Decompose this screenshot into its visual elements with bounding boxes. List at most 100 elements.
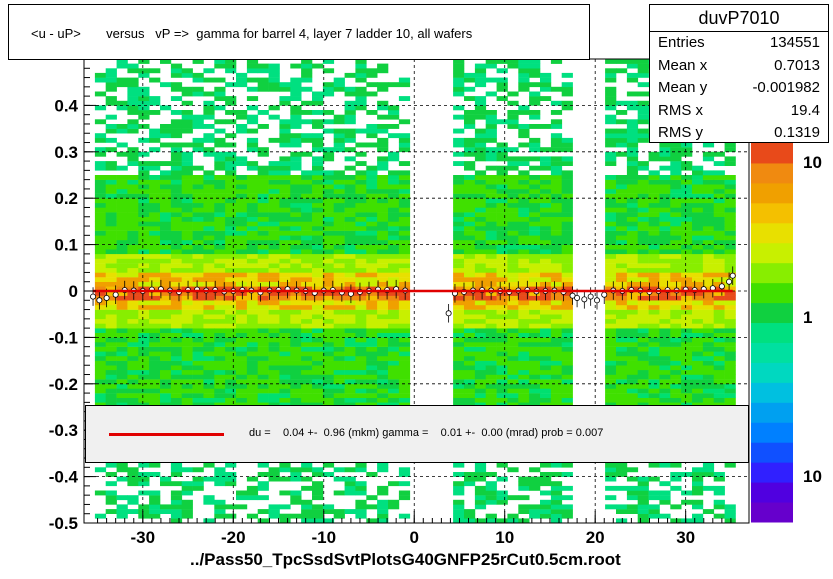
heat-cell — [496, 253, 508, 259]
heat-cell — [540, 202, 552, 208]
heat-cell — [181, 360, 193, 366]
heat-cell — [94, 184, 107, 190]
heat-cell — [550, 277, 563, 282]
heat-cell — [236, 128, 248, 134]
heat-cell — [540, 304, 552, 310]
heat-cell — [692, 332, 704, 338]
heat-cell — [388, 230, 400, 236]
heat-cell — [377, 221, 389, 227]
stats-row-mean-y: Mean y -0.001982 — [650, 77, 828, 100]
heat-cell — [203, 110, 215, 115]
heat-cell — [170, 170, 183, 176]
heat-cell — [485, 156, 497, 162]
heat-cell — [518, 509, 530, 514]
heat-cell — [464, 277, 476, 282]
heat-cell — [203, 258, 215, 264]
heat-cell — [257, 198, 269, 204]
heat-cell — [257, 68, 269, 74]
heat-cell — [550, 304, 563, 310]
heat-cell — [377, 504, 389, 510]
heat-cell — [692, 499, 704, 505]
stats-histogram-name: duvP7010 — [650, 5, 828, 32]
heat-cell — [605, 119, 617, 125]
heat-cell — [214, 77, 226, 83]
heat-cell — [474, 360, 487, 366]
heat-cell — [377, 485, 389, 491]
heat-cell — [203, 77, 215, 83]
heat-cell — [702, 193, 715, 199]
heat-cell — [333, 188, 345, 194]
heat-cell — [322, 304, 335, 310]
heat-cell — [377, 161, 389, 166]
heat-cell — [605, 318, 617, 324]
heat-cell — [268, 253, 280, 259]
heat-cell — [637, 481, 649, 487]
heat-cell — [648, 383, 660, 389]
heat-cell — [518, 263, 530, 269]
heat-cell — [681, 202, 693, 208]
heat-cell — [398, 481, 411, 487]
heat-cell — [659, 212, 671, 217]
heat-cell — [268, 267, 280, 273]
heat-cell — [225, 230, 237, 236]
heat-cell — [507, 309, 519, 315]
heat-cell — [366, 397, 378, 403]
heat-cell — [550, 124, 563, 129]
heat-cell — [616, 226, 628, 231]
heat-cell — [138, 388, 150, 394]
heat-cell — [518, 374, 530, 380]
heat-cell — [616, 356, 628, 361]
heat-cell — [616, 240, 628, 245]
heat-cell — [518, 504, 530, 510]
heat-cell — [713, 328, 725, 333]
heat-cell — [149, 513, 161, 519]
heat-cell — [485, 240, 497, 245]
heat-cell — [616, 314, 628, 320]
heat-cell — [626, 77, 639, 83]
heat-cell — [713, 323, 725, 329]
heat-cell — [713, 184, 725, 190]
heat-cell — [453, 360, 465, 366]
colorbar-segment — [751, 282, 793, 304]
heat-cell — [181, 212, 193, 217]
heat-cell — [485, 77, 497, 83]
heat-cell — [377, 360, 389, 366]
heat-cell — [605, 68, 617, 74]
heat-cell — [312, 513, 324, 519]
heat-cell — [268, 272, 280, 278]
heat-cell — [485, 314, 497, 320]
heat-cell — [626, 216, 639, 222]
colorbar-segment — [751, 222, 793, 244]
heat-cell — [377, 379, 389, 385]
heat-cell — [724, 147, 736, 153]
heat-cell — [170, 481, 183, 487]
heat-cell — [550, 175, 563, 180]
heat-cell — [149, 253, 161, 259]
heat-cell — [322, 291, 335, 296]
heat-cell — [192, 77, 204, 83]
heat-cell — [203, 147, 215, 153]
heat-cell — [312, 110, 324, 115]
heat-cell — [507, 119, 519, 125]
heat-cell — [268, 114, 280, 120]
heat-cell — [94, 374, 107, 380]
heat-cell — [377, 272, 389, 278]
heat-cell — [312, 402, 324, 408]
heat-cell — [290, 240, 302, 245]
heat-cell — [561, 462, 573, 468]
heat-cell — [279, 133, 291, 139]
heat-cell — [616, 323, 628, 329]
heat-cell — [561, 291, 573, 296]
heat-cell — [344, 369, 356, 375]
heat-cell — [344, 360, 356, 366]
heat-cell — [236, 77, 248, 83]
heat-cell — [236, 346, 248, 352]
heat-cell — [648, 309, 660, 315]
y-axis-ticks: -0.5-0.4-0.3-0.2-0.100.10.20.30.4 — [49, 67, 96, 533]
heat-cell — [149, 68, 161, 74]
heat-cell — [160, 332, 172, 338]
heat-cell — [149, 221, 161, 227]
heat-cell — [116, 179, 128, 185]
heat-cell — [181, 304, 193, 310]
heat-cell — [127, 161, 139, 166]
